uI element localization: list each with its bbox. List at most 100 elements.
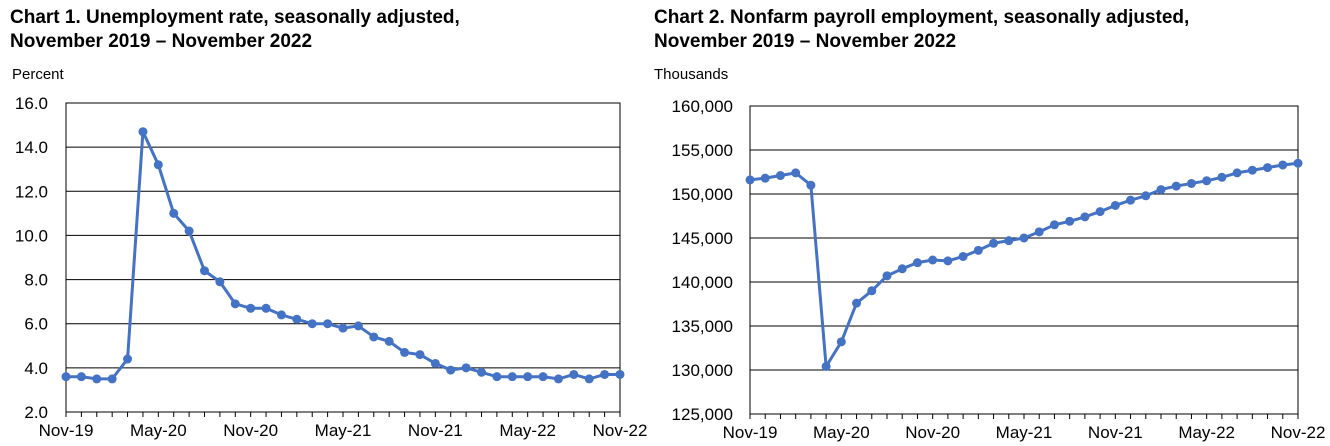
- chart1-data-point: [584, 374, 594, 384]
- chart1-data-point: [184, 226, 194, 236]
- chart2-data-point: [745, 175, 755, 185]
- chart2-data-point: [928, 255, 938, 265]
- chart1-data-point: [76, 372, 86, 382]
- chart2-plot-frame: [749, 105, 1299, 415]
- chart1-series-line: [66, 130, 620, 381]
- chart1-data-point: [569, 369, 579, 379]
- chart2-data-point: [989, 238, 999, 248]
- chart1-data-point: [215, 277, 225, 287]
- chart1-data-point: [276, 310, 286, 320]
- chart1-data-point: [307, 319, 317, 329]
- chart2-data-point: [1049, 220, 1059, 230]
- chart2-title: Chart 2. Nonfarm payroll employment, sea…: [654, 6, 1189, 54]
- chart1-plot-frame: [65, 102, 621, 413]
- chart1-x-tick-label: Nov-20: [223, 421, 278, 440]
- chart2-x-tick-label: May-22: [1178, 423, 1235, 442]
- chart1-title: Chart 1. Unemployment rate, seasonally a…: [10, 6, 460, 54]
- chart2-y-unit-label: Thousands: [654, 66, 728, 83]
- chart2-data-point: [1247, 165, 1257, 175]
- chart2-y-tick-label: 130,000: [672, 361, 733, 380]
- chart1-data-point: [600, 369, 610, 379]
- chart2-data-point: [1034, 227, 1044, 237]
- chart2-data-point: [867, 286, 877, 296]
- chart1-data-point: [523, 372, 533, 382]
- chart2-data-point: [760, 173, 770, 183]
- chart1-y-tick-label: 2.0: [24, 403, 48, 422]
- chart2-data-point: [775, 171, 785, 181]
- chart2-data-point: [897, 264, 907, 274]
- chart2-data-point: [1232, 168, 1242, 178]
- chart2-y-tick-label: 145,000: [672, 229, 733, 248]
- chart2-y-tick-label: 135,000: [672, 317, 733, 336]
- chart2-y-tick-label: 125,000: [672, 405, 733, 424]
- chart2-title-line2: November 2019 – November 2022: [654, 31, 957, 52]
- chart1-data-point: [415, 350, 425, 360]
- chart2-data-point: [1263, 163, 1273, 173]
- chart1-x-tick-label: May-22: [499, 421, 556, 440]
- chart2-data-point: [806, 180, 816, 190]
- chart1-data-point: [246, 303, 256, 313]
- chart2-data-point: [1141, 191, 1151, 201]
- chart2-y-tick-label: 150,000: [672, 185, 733, 204]
- chart1-data-point: [446, 365, 456, 375]
- chart1-data-point: [61, 372, 71, 382]
- chart1-data-point: [553, 374, 563, 384]
- chart1-x-tick-label: May-21: [315, 421, 372, 440]
- chart2-data-point: [1065, 216, 1075, 226]
- chart1-data-point: [384, 336, 394, 346]
- chart1-data-point: [461, 363, 471, 373]
- chart2-data-point: [1004, 236, 1014, 246]
- chart1-x-tick-label: Nov-22: [593, 421, 648, 440]
- chart1-data-point: [323, 319, 333, 329]
- chart1-data-point: [138, 127, 148, 137]
- chart1-y-tick-label: 14.0: [15, 138, 48, 157]
- chart2-data-point: [1293, 158, 1303, 168]
- chart2-data-point: [1217, 172, 1227, 182]
- chart2-y-tick-label: 160,000: [672, 97, 733, 116]
- chart2-data-point: [1171, 181, 1181, 191]
- chart2-data-point: [1202, 176, 1212, 186]
- chart1-data-point: [153, 160, 163, 170]
- chart2-data-point: [1110, 200, 1120, 210]
- chart1-y-tick-label: 6.0: [24, 315, 48, 334]
- chart2-data-point: [1095, 207, 1105, 217]
- chart2-data-point: [1080, 212, 1090, 222]
- chart1-title-line2: November 2019 – November 2022: [10, 31, 313, 52]
- chart1-data-point: [507, 372, 517, 382]
- chart2-x-tick-label: Nov-20: [905, 423, 960, 442]
- chart2-x-tick-label: May-21: [996, 423, 1053, 442]
- chart1-y-tick-label: 8.0: [24, 271, 48, 290]
- chart1-data-point: [230, 299, 240, 309]
- chart1-x-tick-label: Nov-21: [408, 421, 463, 440]
- chart2-data-point: [958, 251, 968, 261]
- chart1-data-point: [107, 374, 117, 384]
- chart2-x-tick-label: Nov-22: [1271, 423, 1326, 442]
- chart1-data-point: [169, 208, 179, 218]
- chart2-data-point: [1019, 233, 1029, 243]
- chart2-title-line1: Chart 2. Nonfarm payroll employment, sea…: [654, 7, 1190, 28]
- chart2-data-point: [1278, 160, 1288, 170]
- chart1-data-point: [92, 374, 102, 384]
- chart1-x-tick-label: Nov-19: [39, 421, 94, 440]
- chart1-data-point: [492, 372, 502, 382]
- chart2-x-tick-label: Nov-19: [723, 423, 778, 442]
- chart2-x-tick-label: May-20: [813, 423, 870, 442]
- chart2-data-point: [1186, 178, 1196, 188]
- chart1-data-point: [261, 303, 271, 313]
- chart1-data-point: [430, 358, 440, 368]
- chart1-data-point: [123, 354, 133, 364]
- chart1-data-point: [538, 372, 548, 382]
- chart2-data-point: [791, 168, 801, 178]
- chart1-x-tick-label: May-20: [130, 421, 187, 440]
- chart2-data-point: [821, 361, 831, 371]
- chart2-x-tick-label: Nov-21: [1088, 423, 1143, 442]
- chart2-data-point: [912, 258, 922, 268]
- chart1-data-point: [200, 266, 209, 276]
- chart2-data-point: [943, 256, 953, 266]
- chart2-y-tick-label: 140,000: [672, 273, 733, 292]
- chart1-title-line1: Chart 1. Unemployment rate, seasonally a…: [10, 7, 460, 28]
- chart1-y-unit-label: Percent: [12, 66, 65, 83]
- chart2-data-point: [882, 271, 892, 281]
- chart2-data-point: [1156, 185, 1166, 195]
- chart1-data-point: [369, 332, 379, 342]
